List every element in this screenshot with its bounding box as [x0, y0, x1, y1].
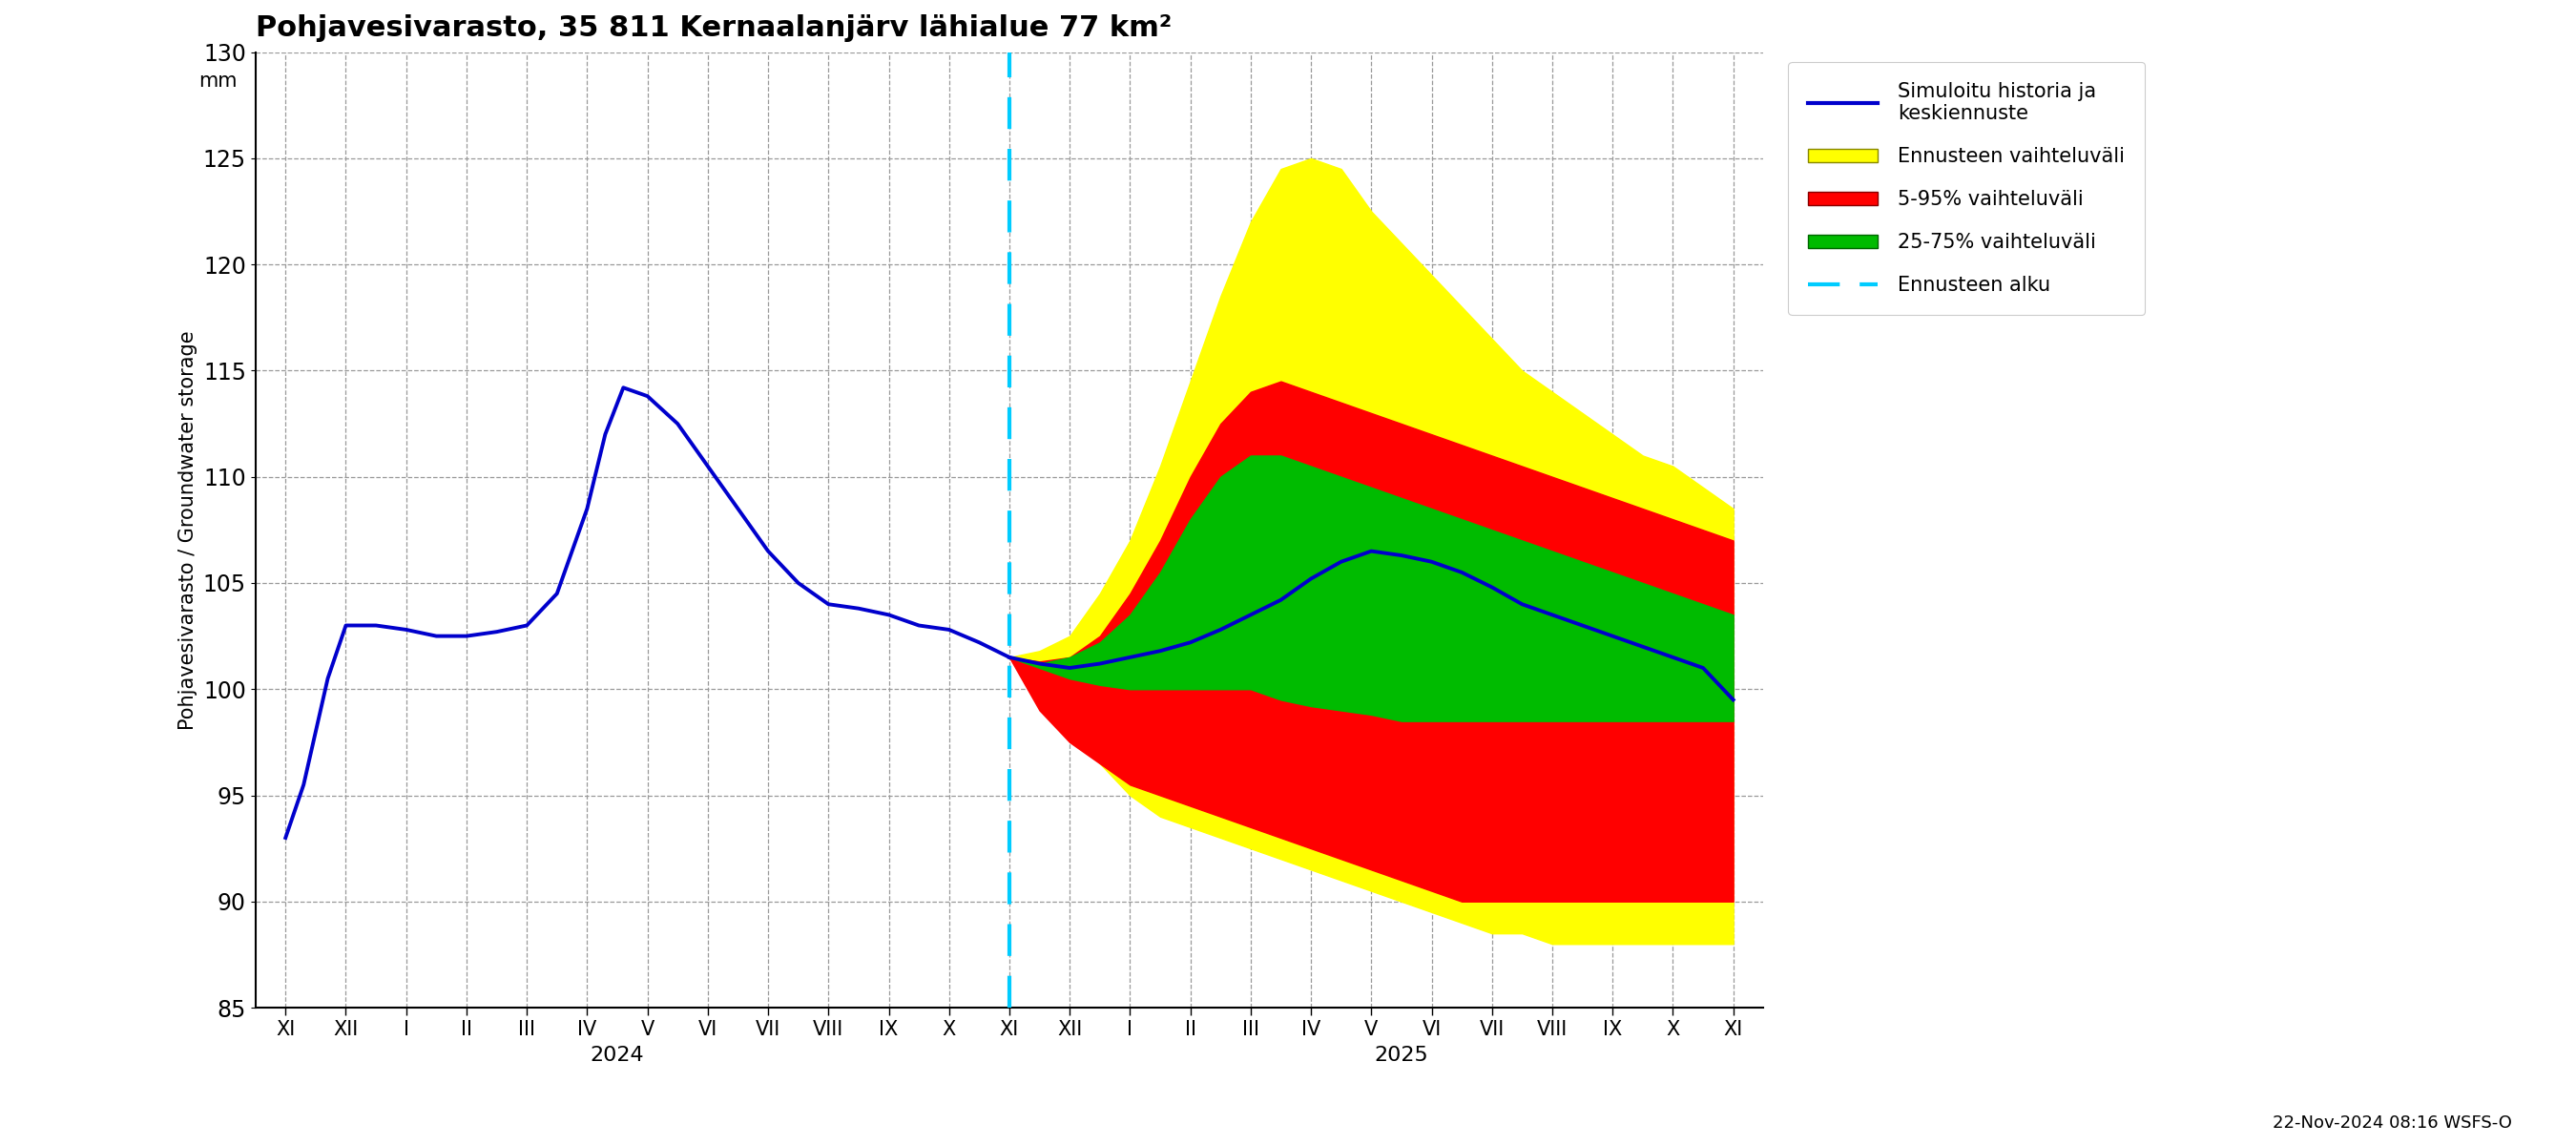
Text: Pohjavesivarasto / Groundwater storage: Pohjavesivarasto / Groundwater storage [178, 330, 196, 729]
Text: 2024: 2024 [590, 1045, 644, 1065]
Text: mm: mm [198, 71, 237, 90]
Legend: Simuloitu historia ja
keskiennuste, Ennusteen vaihteluväli, 5-95% vaihteluväli, : Simuloitu historia ja keskiennuste, Ennu… [1788, 62, 2146, 315]
Text: Pohjavesivarasto, 35 811 Kernaalanjärv lähialue 77 km²: Pohjavesivarasto, 35 811 Kernaalanjärv l… [255, 14, 1172, 42]
Text: 22-Nov-2024 08:16 WSFS-O: 22-Nov-2024 08:16 WSFS-O [2272, 1114, 2512, 1131]
Text: 2025: 2025 [1376, 1045, 1430, 1065]
